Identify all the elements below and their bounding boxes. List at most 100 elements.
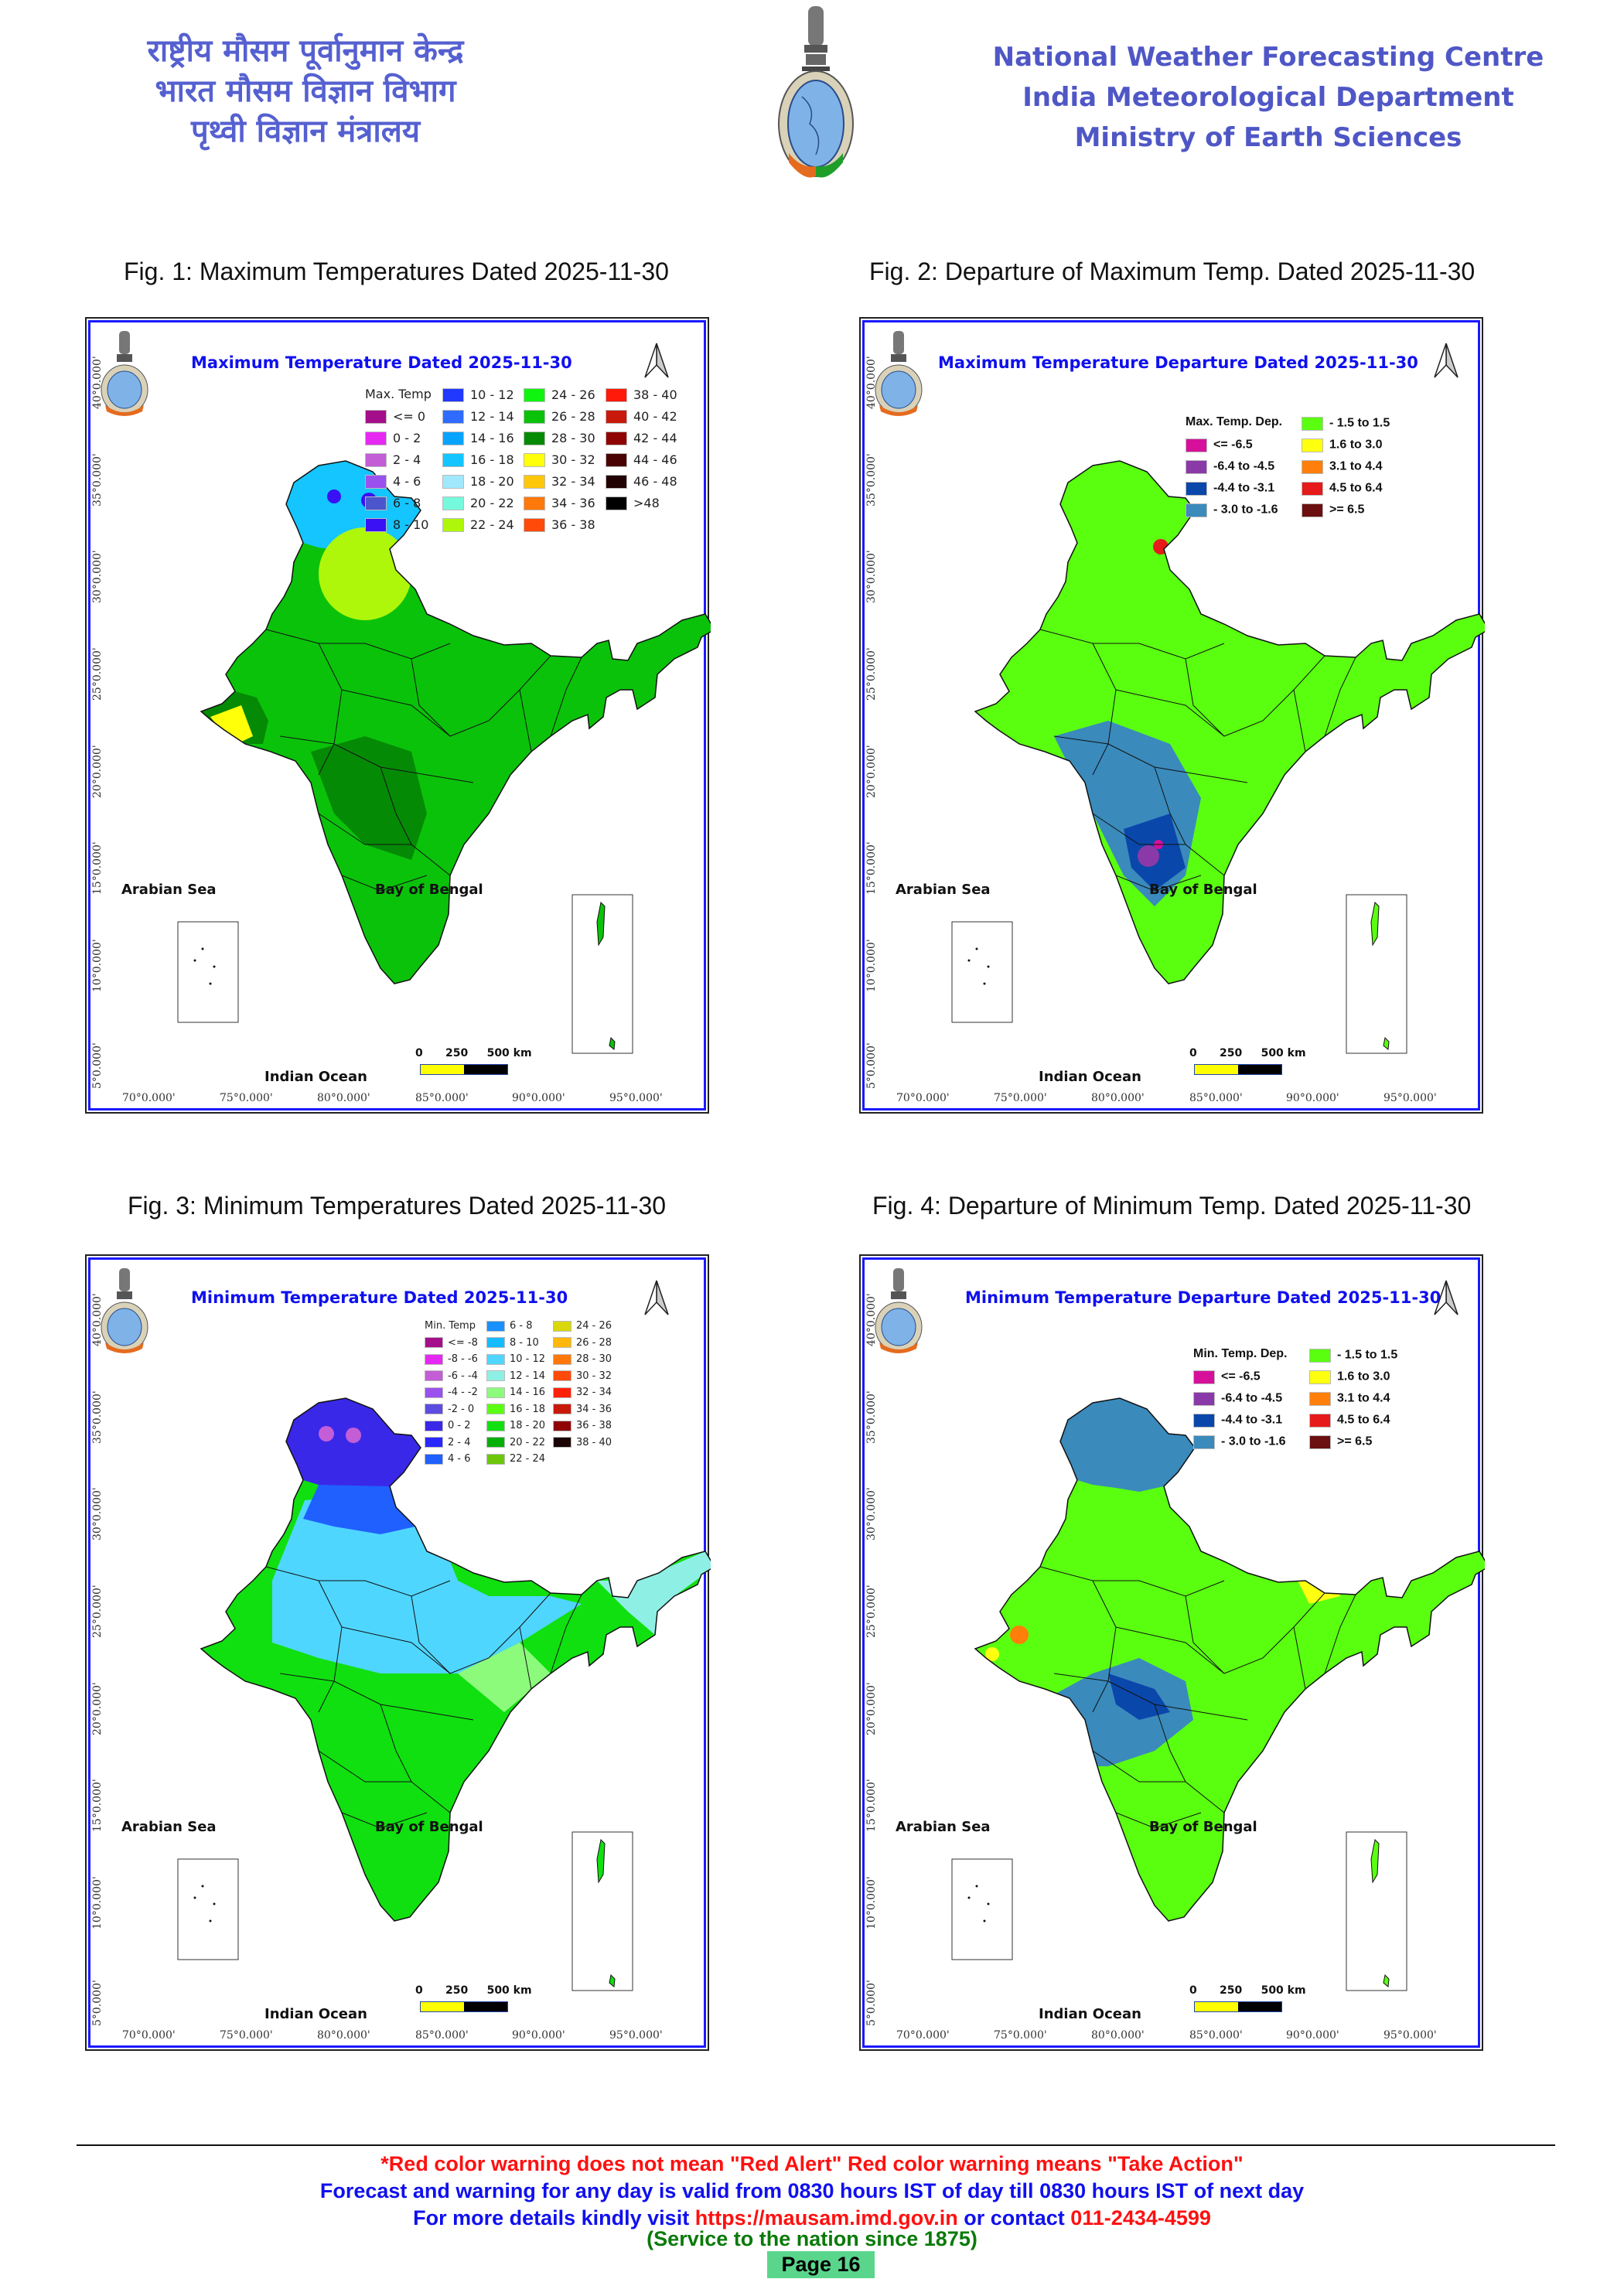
state-boundary [1293, 689, 1306, 752]
legend-swatch [1309, 1435, 1331, 1449]
legend-title: Min. Temp [425, 1320, 476, 1332]
legend-item: -6 - -4 [425, 1370, 478, 1384]
map-region [327, 490, 341, 503]
legend-item: - 1.5 to 1.5 [1309, 1347, 1397, 1364]
legend-swatch [365, 474, 387, 489]
legend-label: >= 6.5 [1329, 503, 1365, 517]
latitude-tick: 5°0.000' [91, 1980, 104, 2026]
legend-item: 30 - 32 [553, 1370, 612, 1384]
india-landmass [975, 1398, 1485, 1921]
legend-swatch [425, 1353, 443, 1365]
legend-item: 32 - 34 [524, 473, 595, 490]
legend-swatch [442, 431, 464, 445]
lakshadweep-inset [951, 921, 1013, 1023]
andaman-islands [1370, 901, 1380, 947]
legend-label: 20 - 22 [470, 496, 514, 510]
legend-swatch [524, 387, 545, 402]
header-english: National Weather Forecasting Centre Indi… [990, 37, 1547, 158]
legend-label: 44 - 46 [633, 452, 677, 467]
legend-swatch [425, 1370, 443, 1381]
legend-label: 22 - 24 [510, 1453, 546, 1465]
legend-label: 4.5 to 6.4 [1337, 1413, 1390, 1427]
legend-label: 26 - 28 [576, 1336, 612, 1349]
map-frame [88, 320, 706, 1110]
legend-swatch [1309, 1348, 1331, 1363]
validity-note: Forecast and warning for any day is vali… [319, 2179, 1305, 2202]
legend-item: 38 - 40 [553, 1437, 612, 1451]
latitude-tick: 40°0.000' [865, 356, 878, 409]
legend-item: >48 [606, 495, 660, 512]
state-boundary [265, 1566, 451, 1597]
map-panel: Minimum Temperature Departure Dated 2025… [859, 1254, 1485, 2051]
legend-item: 20 - 22 [442, 495, 514, 512]
contact-mid: or contact [957, 2206, 1071, 2229]
map-frame [862, 320, 1480, 1110]
footer-divider [77, 2144, 1555, 2146]
latitude-tick: 35°0.000' [865, 1390, 878, 1444]
map-region [1010, 1626, 1029, 1644]
lakshadweep-islands [967, 1885, 990, 1922]
legend-label: 32 - 34 [551, 474, 595, 489]
nicobar-islands [609, 1974, 616, 1987]
lakshadweep-islands [193, 947, 216, 985]
north-arrow-icon [644, 1280, 669, 1315]
map-legend: Min. Temp <= -8 -8 - -6 -6 - -4 -4 - -2 -2 - … [425, 1320, 680, 1475]
legend-item: 28 - 30 [524, 430, 595, 447]
map-panel: Maximum Temperature Dated 2025-11-30 Max… [85, 317, 711, 1114]
legend-label: 4.5 to 6.4 [1329, 481, 1383, 495]
bay-of-bengal-label: Bay of Bengal [375, 882, 483, 898]
longitude-tick: 75°0.000' [220, 2029, 273, 2042]
legend-swatch [1302, 503, 1323, 517]
state-boundary [1115, 1626, 1225, 1674]
state-boundary [1185, 1592, 1325, 1674]
legend-item: 36 - 38 [524, 517, 595, 534]
state-boundary [380, 766, 451, 876]
legend-item: -2 - 0 [425, 1404, 474, 1418]
legend-label: - 3.0 to -1.6 [1213, 503, 1278, 517]
longitude-tick: 70°0.000' [896, 2029, 950, 2042]
legend-item: <= 0 [365, 408, 425, 425]
legend-item: 6 - 8 [486, 1320, 533, 1334]
figure-caption: Fig. 2: Departure of Maximum Temp. Dated… [869, 258, 1476, 285]
longitude-tick: 95°0.000' [609, 1092, 663, 1104]
legend-item: 32 - 34 [553, 1387, 612, 1400]
legend-swatch [606, 409, 627, 424]
map-region [346, 1428, 361, 1443]
legend-swatch [1302, 438, 1323, 452]
map-frame [88, 1257, 706, 2048]
state-boundary [341, 875, 428, 892]
state-boundary [411, 1592, 551, 1674]
hindi-line: पृथ्वी विज्ञान मंत्रालय [190, 114, 421, 149]
india-outline [200, 460, 711, 984]
service-tagline: (Service to the nation since 1875) [647, 2227, 977, 2250]
latitude-tick: 5°0.000' [91, 1042, 104, 1089]
latitude-tick: 5°0.000' [865, 1042, 878, 1089]
legend-swatch [486, 1320, 505, 1332]
legend-label: 40 - 42 [633, 409, 677, 424]
legend-item: 24 - 26 [553, 1320, 612, 1334]
india-map [177, 460, 711, 1054]
map-region-north [286, 1398, 421, 1492]
longitude-tick: 75°0.000' [220, 1092, 273, 1104]
legend-swatch [442, 517, 464, 532]
latitude-tick: 10°0.000' [865, 1876, 878, 1929]
latitude-tick: 15°0.000' [865, 841, 878, 895]
website-link[interactable]: https://mausam.imd.gov.in [694, 2206, 958, 2229]
legend-label: <= -6.5 [1221, 1370, 1261, 1383]
legend-label: 10 - 12 [470, 387, 514, 402]
state-boundary [341, 1812, 428, 1829]
north-arrow-icon [644, 343, 669, 378]
legend-label: 12 - 14 [510, 1370, 546, 1382]
latitude-tick: 30°0.000' [865, 1487, 878, 1540]
legend-swatch [606, 431, 627, 445]
map-legend: Max. Temp <= 0 0 - 2 2 - 4 4 - 6 6 - 8 8 - 10 1… [365, 387, 690, 549]
map-panel: Minimum Temperature Dated 2025-11-30 Min… [85, 1254, 711, 2051]
legend-item: 28 - 30 [553, 1353, 612, 1367]
legend-label: 34 - 36 [576, 1403, 612, 1415]
legend-item: 26 - 28 [524, 408, 595, 425]
longitude-tick: 75°0.000' [994, 2029, 1047, 2042]
legend-swatch [553, 1337, 571, 1348]
legend-swatch [365, 517, 387, 532]
legend-item: - 3.0 to -1.6 [1186, 502, 1278, 519]
latitude-tick: 35°0.000' [91, 1390, 104, 1444]
